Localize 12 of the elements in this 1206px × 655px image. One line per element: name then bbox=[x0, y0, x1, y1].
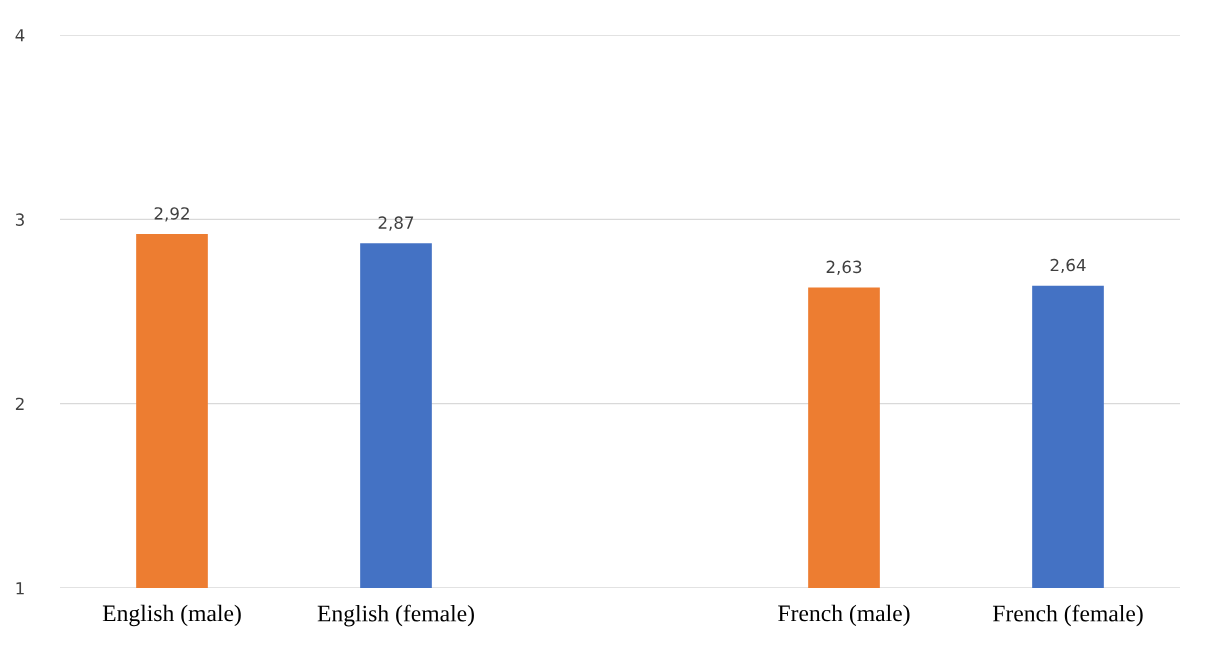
y-tick-label: 4 bbox=[15, 29, 25, 42]
data-label: 2,64 bbox=[1050, 258, 1086, 274]
y-tick-label: 2 bbox=[15, 397, 24, 410]
y-tick-label: 1 bbox=[16, 582, 24, 595]
x-tick-label: English (male) bbox=[102, 604, 241, 627]
x-tick-label: English (female) bbox=[317, 604, 474, 627]
x-tick-label: French (female) bbox=[992, 604, 1143, 627]
x-tick-label: French (male) bbox=[778, 604, 910, 627]
data-label: 2,87 bbox=[378, 216, 414, 231]
y-tick-label: 3 bbox=[15, 213, 24, 226]
data-label: 2,92 bbox=[154, 207, 189, 222]
data-label: 2,63 bbox=[826, 260, 862, 275]
